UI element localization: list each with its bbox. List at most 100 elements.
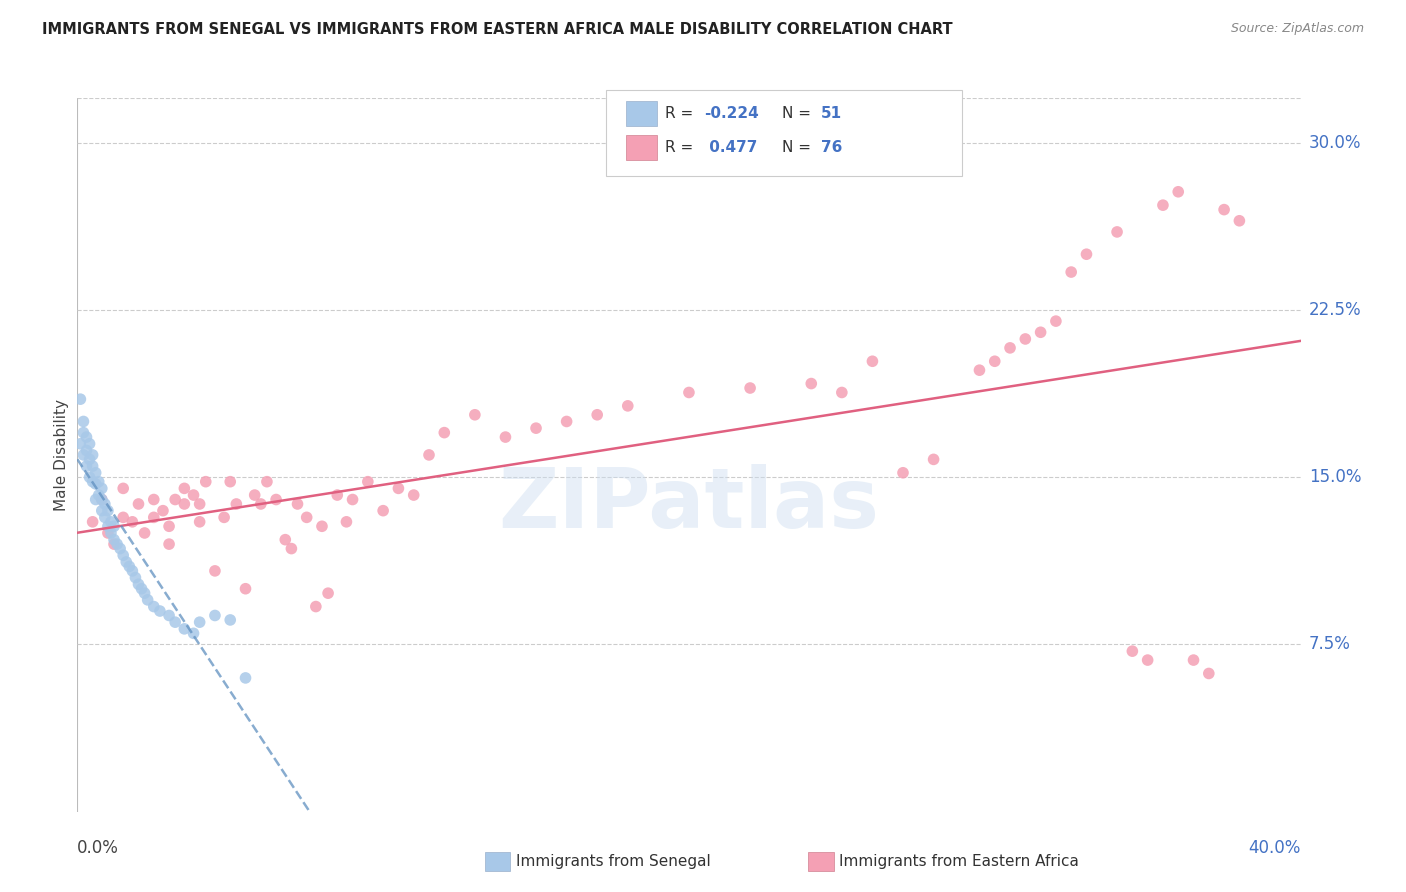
Point xyxy=(1167,185,1189,199)
Point xyxy=(112,510,135,524)
Text: 30.0%: 30.0% xyxy=(1309,134,1361,152)
Point xyxy=(287,497,309,511)
Point xyxy=(235,582,257,596)
Point xyxy=(127,577,149,591)
Point xyxy=(87,475,110,489)
Point xyxy=(464,408,486,422)
Text: Source: ZipAtlas.com: Source: ZipAtlas.com xyxy=(1230,22,1364,36)
Point xyxy=(183,626,205,640)
Point xyxy=(79,452,101,467)
Point xyxy=(127,497,149,511)
Point xyxy=(1229,213,1251,227)
Point xyxy=(112,482,135,496)
Point xyxy=(524,421,547,435)
Point xyxy=(225,497,247,511)
Point xyxy=(82,459,104,474)
Point xyxy=(326,488,349,502)
Y-axis label: Male Disability: Male Disability xyxy=(53,399,69,511)
Point xyxy=(357,475,380,489)
Point xyxy=(112,548,135,563)
Text: 15.0%: 15.0% xyxy=(1309,468,1361,486)
Point xyxy=(1014,332,1036,346)
Point xyxy=(984,354,1007,368)
Point xyxy=(82,475,104,489)
Point xyxy=(1029,325,1052,339)
Point xyxy=(831,385,853,400)
Point xyxy=(183,488,205,502)
Point xyxy=(124,571,146,585)
Point xyxy=(1121,644,1143,658)
Point xyxy=(274,533,297,547)
Point xyxy=(256,475,278,489)
Point xyxy=(115,555,138,569)
Point xyxy=(94,497,117,511)
Point xyxy=(418,448,440,462)
Point xyxy=(134,526,156,541)
Point xyxy=(173,482,195,496)
Point xyxy=(165,615,187,630)
Point xyxy=(740,381,762,395)
Point xyxy=(194,475,217,489)
Point xyxy=(97,503,120,517)
Point xyxy=(94,510,117,524)
Point xyxy=(90,492,112,507)
Point xyxy=(1213,202,1236,217)
Point xyxy=(219,613,242,627)
Text: 51: 51 xyxy=(821,106,842,120)
Point xyxy=(586,408,609,422)
Text: IMMIGRANTS FROM SENEGAL VS IMMIGRANTS FROM EASTERN AFRICA MALE DISABILITY CORREL: IMMIGRANTS FROM SENEGAL VS IMMIGRANTS FR… xyxy=(42,22,953,37)
Point xyxy=(311,519,333,533)
Point xyxy=(969,363,991,377)
Point xyxy=(335,515,357,529)
Point xyxy=(891,466,914,480)
Point xyxy=(76,459,98,474)
Point xyxy=(121,564,143,578)
Point xyxy=(142,492,165,507)
Point xyxy=(1198,666,1220,681)
Point xyxy=(84,476,107,491)
Point xyxy=(342,492,364,507)
Point xyxy=(69,436,91,450)
Point xyxy=(157,519,180,533)
Point xyxy=(1136,653,1159,667)
Text: 76: 76 xyxy=(821,140,842,154)
Point xyxy=(79,470,101,484)
Point xyxy=(105,537,128,551)
Point xyxy=(84,466,107,480)
Text: Immigrants from Senegal: Immigrants from Senegal xyxy=(516,855,711,869)
Text: ZIPatlas: ZIPatlas xyxy=(499,465,879,545)
Point xyxy=(90,492,112,507)
Point xyxy=(305,599,328,614)
Point xyxy=(134,586,156,600)
Point xyxy=(97,519,120,533)
Point xyxy=(219,475,242,489)
Point xyxy=(157,537,180,551)
Point xyxy=(84,492,107,507)
Point xyxy=(495,430,517,444)
Point xyxy=(371,503,394,517)
Point xyxy=(103,533,125,547)
Point xyxy=(264,492,287,507)
Point xyxy=(121,515,143,529)
Point xyxy=(800,376,823,391)
Point xyxy=(69,392,91,407)
Point xyxy=(433,425,456,440)
Text: R =: R = xyxy=(665,140,699,154)
Point xyxy=(157,608,180,623)
Point xyxy=(173,622,195,636)
Text: 0.0%: 0.0% xyxy=(77,839,120,857)
Point xyxy=(1060,265,1083,279)
Point xyxy=(72,448,94,462)
Text: -0.224: -0.224 xyxy=(704,106,759,120)
Point xyxy=(204,564,226,578)
Text: N =: N = xyxy=(782,106,815,120)
Point xyxy=(142,510,165,524)
Point xyxy=(316,586,339,600)
Point xyxy=(998,341,1021,355)
Point xyxy=(118,559,141,574)
Point xyxy=(188,497,211,511)
Point xyxy=(149,604,172,618)
Point xyxy=(165,492,187,507)
Point xyxy=(90,503,112,517)
Point xyxy=(142,599,165,614)
